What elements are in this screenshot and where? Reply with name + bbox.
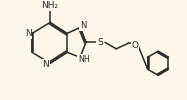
Text: S: S [97,38,103,47]
Text: N: N [43,60,49,69]
Text: N: N [25,29,31,38]
Text: N: N [80,21,86,30]
Text: NH₂: NH₂ [42,1,59,10]
Text: O: O [131,41,139,50]
Text: NH: NH [78,55,90,64]
